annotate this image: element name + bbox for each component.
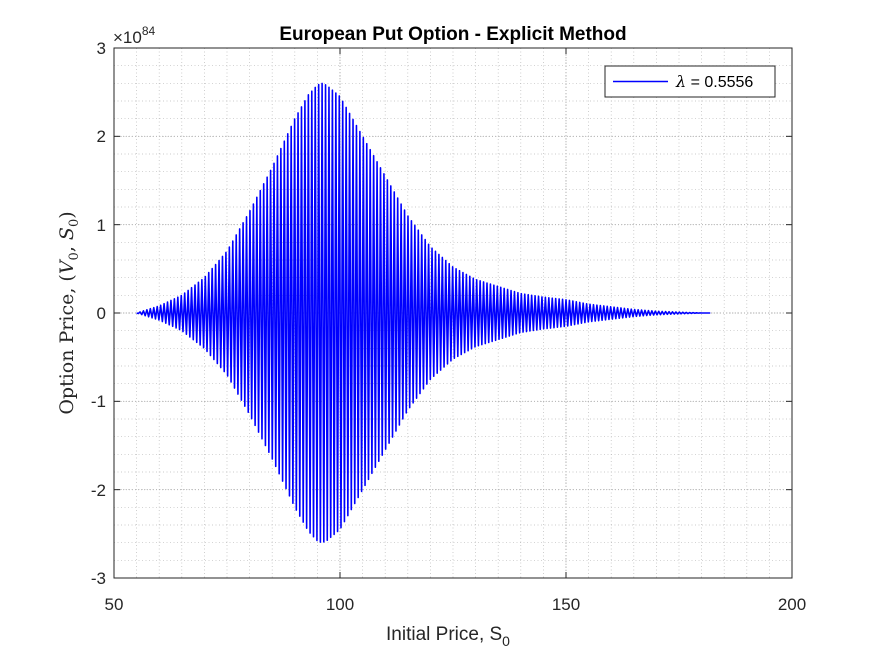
y-tick-label: 1 [97,216,106,235]
legend: λ = 0.5556 [604,65,776,98]
axis-ticks [113,47,793,579]
x-tick-label: 50 [105,595,124,614]
y-tick-label: 2 [97,127,106,146]
legend-label: λ = 0.5556 [675,72,753,91]
series-line-lambda [136,82,711,543]
x-tick-label: 200 [778,595,806,614]
y-tick-labels: -3 -2 -1 0 1 2 3 [91,39,106,588]
y-tick-label: -3 [91,569,106,588]
y-tick-label: 3 [97,39,106,58]
y-tick-label: 0 [97,304,106,323]
y-axis-label: Option Price, (V0, S0) [56,211,82,414]
x-tick-label: 150 [552,595,580,614]
x-axis-label: Initial Price, S0 [386,624,510,649]
chart-title: European Put Option - Explicit Method [279,24,626,45]
x-tick-labels: 50 100 150 200 [105,595,807,614]
x-tick-label: 100 [326,595,354,614]
series-layer [136,82,711,543]
y-exponent-label: ×1084 [113,24,156,47]
y-tick-label: -1 [91,392,106,411]
y-tick-label: -2 [91,481,106,500]
